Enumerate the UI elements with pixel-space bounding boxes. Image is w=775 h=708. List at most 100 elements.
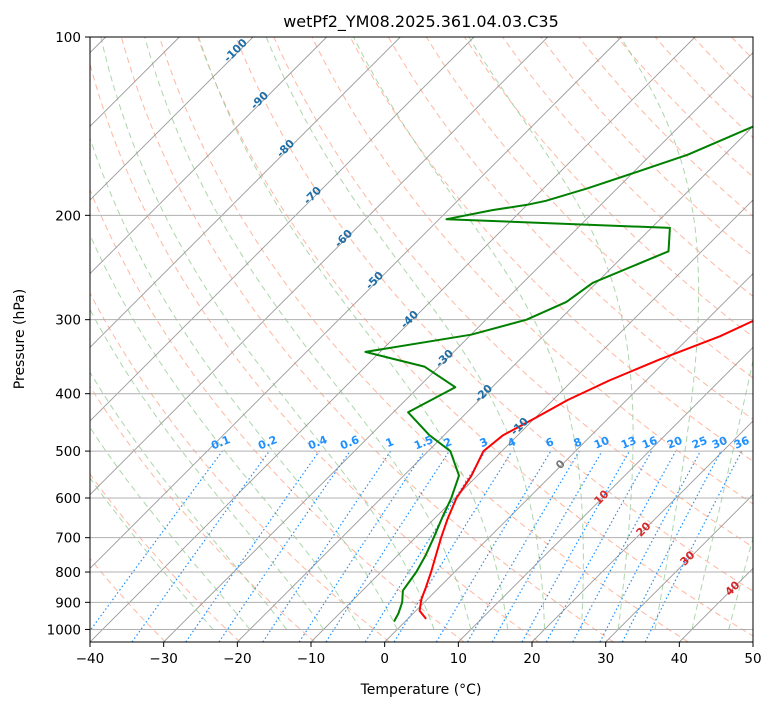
- mixing-ratio-line: [572, 450, 677, 642]
- moist-adiabat-line: [728, 536, 753, 630]
- dry-adiabat-line: [616, 37, 753, 178]
- y-tick-label: 300: [55, 313, 81, 329]
- moist-adiabat-line: [353, 37, 584, 630]
- isotherm-line: [90, 37, 401, 348]
- isotherm-line: [90, 37, 254, 201]
- dry-adiabat-line: [90, 385, 316, 642]
- moist-adiabat-line: [90, 308, 325, 630]
- isotherm-line: [90, 37, 622, 569]
- isotherm-line: [90, 37, 475, 422]
- dry-adiabat-line: [273, 37, 753, 548]
- mixing-ratio-line: [131, 450, 270, 642]
- x-tick-label: 40: [671, 651, 688, 667]
- plot-frame: [89, 36, 754, 643]
- dry-adiabat-line: [425, 37, 753, 379]
- axes: −40 −30 −20 −10 0 10 20 30 40 50 100 200 300 400 500 60…: [47, 30, 762, 667]
- mixing-ratio-line: [325, 450, 450, 642]
- dry-adiabat-line: [90, 62, 540, 642]
- dry-adiabat-line: [120, 37, 614, 642]
- dry-adiabat-line: [90, 473, 241, 642]
- moist-adiabat-line: [90, 426, 251, 630]
- moist-adiabat-line: [620, 37, 700, 630]
- mixing-ratio-line: [435, 450, 552, 642]
- mixing-ratio-line: [466, 450, 580, 642]
- mixing-ratio-label: 3: [478, 435, 490, 450]
- mixing-ratio-label: 30: [710, 434, 729, 452]
- mixing-ratio-label: 1: [384, 435, 396, 450]
- moist-adiabat-line: [265, 37, 546, 630]
- mixing-ratio-label: 10: [592, 434, 611, 452]
- moist-adiabat-line: [691, 358, 753, 630]
- moist-adiabat-line: [90, 233, 361, 630]
- y-tick-label: 900: [55, 595, 81, 611]
- moist-adiabat-line: [90, 371, 288, 630]
- moist-adiabat-line: [144, 37, 472, 630]
- moist-adiabat-line: [90, 477, 214, 630]
- dry-adiabat-line: [349, 37, 753, 462]
- moist-adiabat-line: [468, 37, 634, 630]
- mixing-ratio-label: 13: [619, 434, 638, 452]
- x-tick-label: −40: [76, 651, 105, 667]
- isotherm-line: [237, 125, 753, 642]
- mixing-ratio-line: [491, 450, 603, 642]
- mixing-ratio-line: [364, 450, 486, 642]
- x-tick-label: 50: [744, 651, 761, 667]
- y-tick-label: 700: [55, 531, 81, 547]
- mixing-ratio-label: 25: [690, 434, 709, 452]
- isotherm-line: [605, 494, 753, 642]
- isotherm-line: [310, 199, 753, 642]
- x-tick-label: −20: [223, 651, 252, 667]
- isotherm-line: [384, 273, 753, 642]
- y-tick-label: 800: [55, 565, 81, 581]
- dry-adiabat-line: [502, 37, 753, 297]
- isotherm-line: [163, 52, 753, 642]
- mixing-ratio-label: 8: [572, 435, 584, 450]
- moist-adiabat-line: [198, 37, 509, 630]
- isotherm-line: [90, 37, 327, 275]
- mixing-ratio-line: [545, 450, 653, 642]
- y-axis-label: Pressure (hPa): [12, 289, 28, 389]
- mixing-ratio-label: 2: [442, 435, 454, 450]
- mixing-ratio-line: [185, 450, 320, 642]
- x-tick-label: 0: [380, 651, 389, 667]
- dry-adiabat-line: [311, 37, 753, 505]
- background-lines: [90, 37, 753, 642]
- y-tick-label: 500: [55, 444, 81, 460]
- mixing-ratio-label: 20: [665, 434, 684, 452]
- profile-series-line: [418, 319, 753, 620]
- y-tick-label: 200: [55, 208, 81, 224]
- isotherm-line: [90, 37, 696, 642]
- x-tick-label: 30: [597, 651, 614, 667]
- profile-lines: [364, 125, 753, 623]
- x-tick-label: −10: [297, 651, 326, 667]
- x-tick-label: 20: [523, 651, 540, 667]
- isotherm-line: [90, 37, 548, 496]
- x-axis-label: Temperature (°C): [360, 682, 482, 698]
- dry-adiabat-line: [197, 37, 753, 637]
- isotherm-line: [531, 420, 753, 642]
- y-tick-label: 400: [55, 387, 81, 403]
- mixing-ratio-label: 36: [732, 434, 751, 452]
- x-tick-label: −30: [149, 651, 178, 667]
- mixing-ratio-line: [90, 450, 223, 632]
- moist-adiabat-line: [90, 136, 398, 630]
- y-tick-label: 1000: [47, 622, 81, 638]
- x-tick-label: 10: [450, 651, 467, 667]
- dry-adiabat-line: [387, 37, 753, 420]
- profile-series-line: [364, 125, 753, 623]
- y-tick-label: 100: [55, 30, 81, 46]
- moist-adiabat-line: [100, 37, 435, 630]
- chart-title: wetPf2_YM08.2025.361.04.03.C35: [283, 12, 559, 32]
- dry-adiabat-line: [90, 188, 465, 642]
- mixing-ratio-line: [218, 450, 351, 642]
- mixing-ratio-label: 16: [640, 434, 659, 452]
- isotherm-line: [458, 346, 753, 642]
- mixing-ratio-line: [521, 450, 631, 642]
- dry-adiabat-line: [90, 292, 390, 642]
- mixing-ratio-line: [393, 450, 513, 642]
- dry-adiabat-line: [540, 37, 753, 257]
- y-tick-label: 600: [55, 491, 81, 507]
- dry-adiabat-line: [159, 37, 689, 642]
